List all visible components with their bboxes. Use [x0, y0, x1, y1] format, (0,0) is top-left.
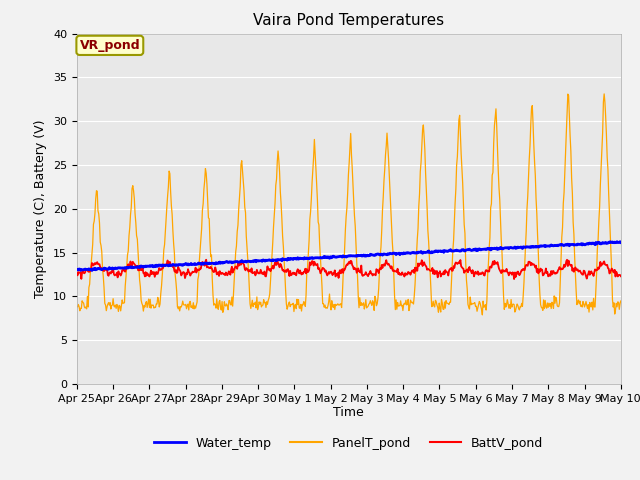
PanelT_pond — [223, 301, 230, 307]
Water_temp — [416, 250, 424, 255]
BattV_pond — [431, 268, 439, 274]
PanelT_pond — [479, 312, 486, 318]
Water_temp — [616, 239, 624, 244]
Water_temp — [195, 260, 202, 266]
BattV_pond — [194, 266, 202, 272]
PanelT_pond — [431, 304, 438, 310]
BattV_pond — [223, 272, 230, 277]
BattV_pond — [617, 273, 625, 279]
BattV_pond — [73, 271, 81, 276]
Line: BattV_pond: BattV_pond — [77, 260, 621, 279]
Water_temp — [223, 259, 231, 264]
Water_temp — [83, 267, 90, 273]
Water_temp — [73, 266, 81, 272]
PanelT_pond — [600, 91, 608, 97]
Line: Water_temp: Water_temp — [77, 241, 621, 270]
BattV_pond — [273, 257, 281, 263]
PanelT_pond — [83, 306, 90, 312]
Water_temp — [431, 248, 439, 254]
PanelT_pond — [139, 302, 147, 308]
BattV_pond — [83, 266, 90, 272]
Water_temp — [617, 240, 625, 245]
PanelT_pond — [617, 298, 625, 304]
Title: Vaira Pond Temperatures: Vaira Pond Temperatures — [253, 13, 444, 28]
Y-axis label: Temperature (C), Battery (V): Temperature (C), Battery (V) — [35, 120, 47, 298]
Water_temp — [140, 264, 147, 270]
Water_temp — [88, 267, 96, 273]
BattV_pond — [416, 261, 424, 266]
BattV_pond — [139, 265, 147, 271]
PanelT_pond — [194, 276, 202, 282]
Text: VR_pond: VR_pond — [79, 39, 140, 52]
Line: PanelT_pond: PanelT_pond — [77, 94, 621, 315]
BattV_pond — [510, 276, 518, 282]
PanelT_pond — [73, 304, 81, 310]
X-axis label: Time: Time — [333, 407, 364, 420]
Legend: Water_temp, PanelT_pond, BattV_pond: Water_temp, PanelT_pond, BattV_pond — [149, 432, 548, 455]
PanelT_pond — [415, 204, 422, 209]
